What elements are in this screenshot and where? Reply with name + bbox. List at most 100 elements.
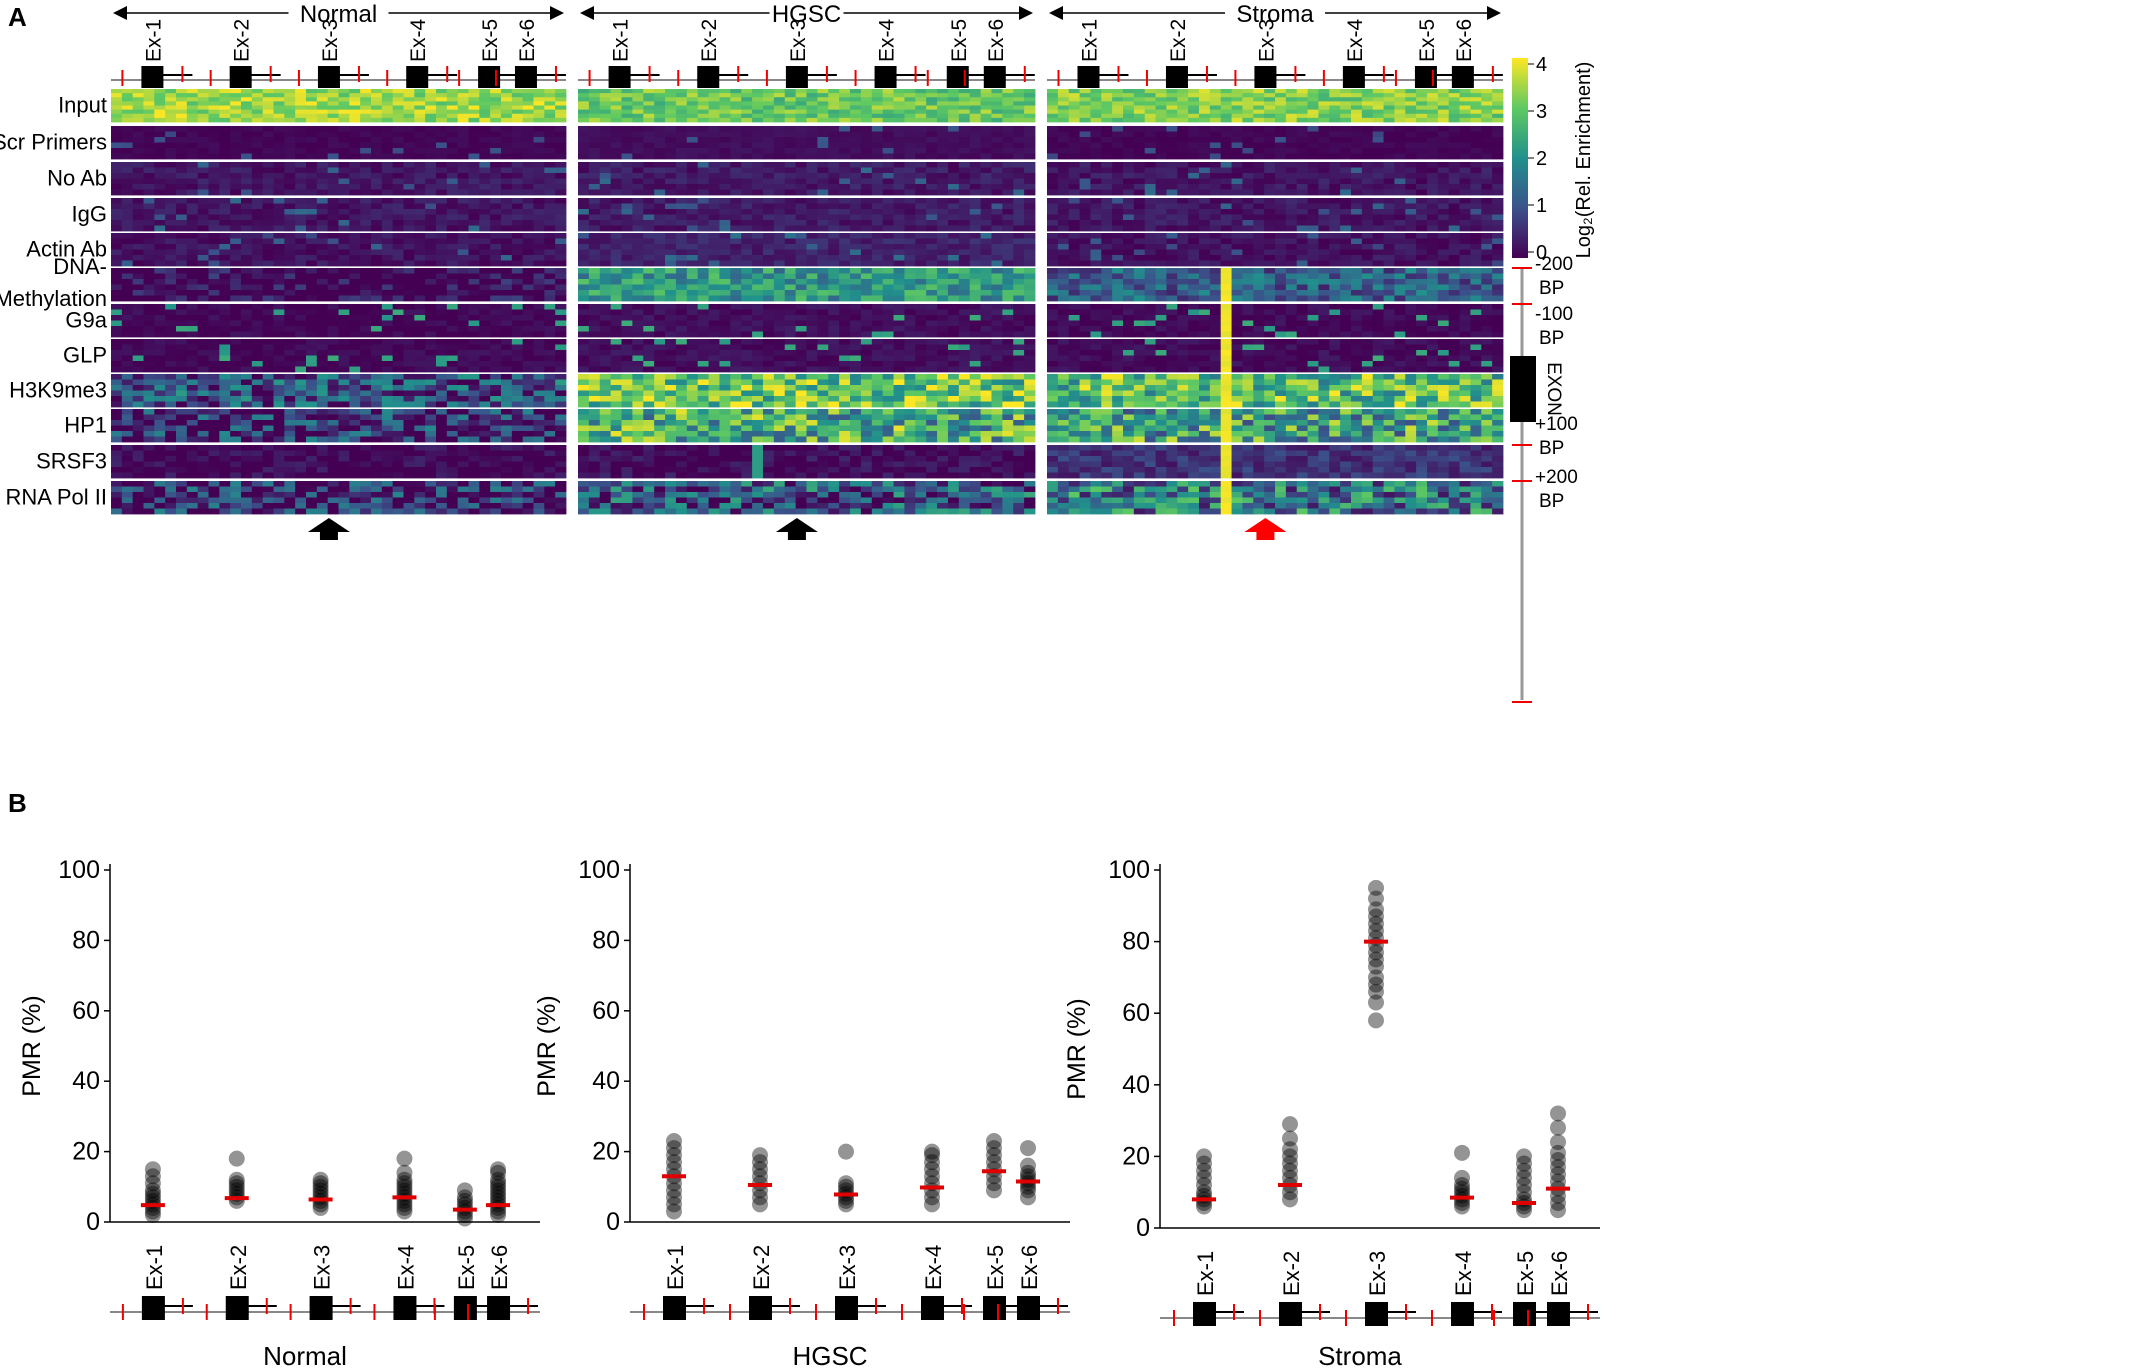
heatmap-cell xyxy=(111,105,123,111)
heatmap-cell xyxy=(1013,101,1025,106)
heatmap-cell xyxy=(349,461,361,468)
heatmap-cell xyxy=(937,295,949,302)
heatmap-cell xyxy=(686,126,699,132)
heatmap-cell xyxy=(371,198,383,204)
heatmap-cell xyxy=(904,268,916,274)
heatmap-cell xyxy=(665,255,677,261)
heatmap-cell xyxy=(784,290,797,296)
group-arrow-right-head xyxy=(550,6,564,20)
heatmap-cell xyxy=(871,131,884,138)
heatmap-cell xyxy=(284,295,296,302)
heatmap-cell xyxy=(197,497,209,504)
heatmap-cell xyxy=(643,255,655,261)
heatmap-cell xyxy=(414,137,426,143)
heatmap-cell xyxy=(371,350,383,356)
heatmap-cell xyxy=(795,153,807,160)
heatmap-cell xyxy=(501,101,513,106)
heatmap-cell xyxy=(654,220,666,226)
heatmap-cell xyxy=(730,244,742,250)
heatmap-cell xyxy=(730,290,742,296)
heatmap-cell xyxy=(555,508,567,515)
heatmap-cell xyxy=(871,255,884,261)
heatmap-cell xyxy=(392,233,404,239)
heatmap-cell xyxy=(316,198,329,204)
heatmap-cell xyxy=(154,344,166,351)
heatmap-cell xyxy=(969,233,981,239)
heatmap-cell xyxy=(511,249,524,256)
heatmap-cell xyxy=(991,214,1003,221)
heatmap-cell xyxy=(338,350,350,356)
heatmap-cell xyxy=(871,117,884,123)
group-arrow-left-head xyxy=(580,6,594,20)
heatmap-cell xyxy=(784,148,797,154)
heatmap-cell xyxy=(610,233,622,239)
heatmap-cell xyxy=(708,93,720,98)
heatmap-cell xyxy=(468,315,480,321)
heatmap-cell xyxy=(219,137,231,143)
heatmap-cell xyxy=(980,260,992,267)
heatmap-cell xyxy=(165,105,177,111)
heatmap-cell xyxy=(544,268,556,274)
heatmap-cell xyxy=(132,162,144,168)
heatmap-cell xyxy=(773,238,786,245)
heatmap-cell xyxy=(522,284,534,291)
heatmap-cell xyxy=(915,249,927,256)
heatmap-cell xyxy=(795,320,807,327)
heatmap-cell xyxy=(143,105,155,111)
heatmap-cell xyxy=(241,113,253,119)
heatmap-cell xyxy=(349,284,361,291)
heatmap-cell xyxy=(479,126,491,132)
heatmap-cell xyxy=(143,486,155,493)
heatmap-cell xyxy=(806,178,818,185)
heatmap-cell xyxy=(468,153,480,160)
heatmap-cell xyxy=(1013,173,1025,179)
heatmap-cell xyxy=(338,309,350,316)
heatmap-cell xyxy=(262,401,274,408)
heatmap-cell xyxy=(610,184,622,190)
heatmap-cell xyxy=(381,225,394,232)
row-label: SRSF3 xyxy=(36,449,107,474)
heatmap-cell xyxy=(599,148,612,154)
heatmap-cell xyxy=(511,238,524,245)
heatmap-cell xyxy=(588,137,601,143)
heatmap-cell xyxy=(186,126,199,132)
heatmap-cell xyxy=(338,244,350,250)
heatmap-cell xyxy=(588,142,601,149)
heatmap-cell xyxy=(143,295,155,302)
heatmap-cell xyxy=(262,366,274,373)
heatmap-cell xyxy=(241,178,253,185)
heatmap-cell xyxy=(165,339,177,345)
heatmap-cell xyxy=(719,178,731,185)
heatmap-cell xyxy=(349,220,361,226)
heatmap-cell xyxy=(176,89,188,94)
heatmap-cell xyxy=(893,137,905,143)
heatmap-cell xyxy=(1013,126,1025,132)
heatmap-cell xyxy=(262,385,274,391)
heatmap-cell xyxy=(926,198,938,204)
heatmap-cell xyxy=(915,184,927,190)
heatmap-cell xyxy=(349,184,361,190)
heatmap-cell xyxy=(121,355,134,362)
heatmap-cell xyxy=(392,309,404,316)
heatmap-cell xyxy=(654,279,666,285)
heatmap-cell xyxy=(719,214,731,221)
heatmap-cell xyxy=(371,320,383,327)
heatmap-cell xyxy=(392,189,404,196)
heatmap-cell xyxy=(511,331,524,338)
heatmap-cell xyxy=(490,148,502,154)
heatmap-cell xyxy=(284,173,296,179)
heatmap-cell xyxy=(904,198,916,204)
heatmap-cell xyxy=(708,189,720,196)
heatmap-cell xyxy=(316,244,329,250)
heatmap-cell xyxy=(295,481,307,487)
heatmap-cell xyxy=(817,225,829,232)
heatmap-cell xyxy=(176,450,188,457)
heatmap-cell xyxy=(219,162,231,168)
heatmap-cell xyxy=(665,184,677,190)
heatmap-cell xyxy=(947,279,960,285)
heatmap-cell xyxy=(947,184,960,190)
heatmap-cell xyxy=(197,249,209,256)
heatmap-cell xyxy=(904,131,916,138)
heatmap-cell xyxy=(860,331,873,338)
heatmap-cell xyxy=(511,131,524,138)
